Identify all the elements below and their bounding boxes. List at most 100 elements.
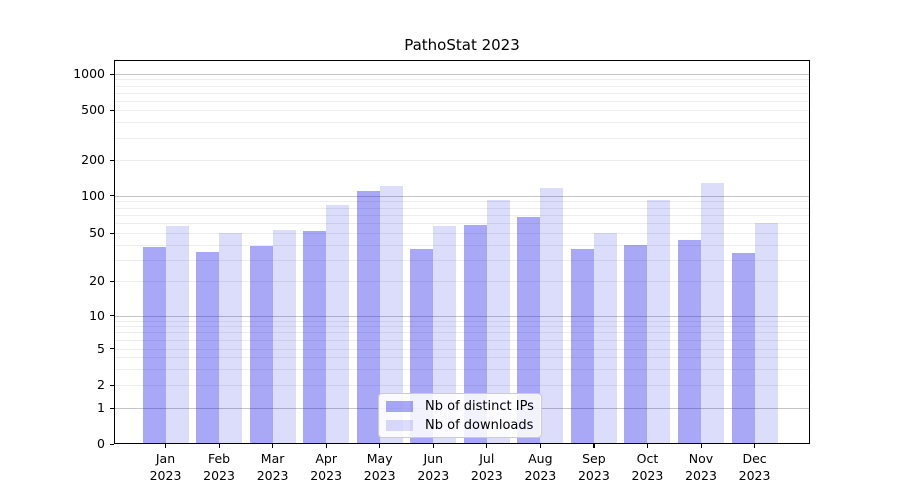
minor-gridline	[115, 160, 809, 161]
minor-gridline	[115, 233, 809, 234]
y-tick-label: 20	[89, 273, 105, 288]
plot-area	[114, 60, 810, 444]
y-tick-label: 0	[97, 436, 105, 451]
y-tick-mark	[110, 384, 114, 386]
x-tick-label: Feb 2023	[203, 451, 235, 483]
minor-gridline	[115, 207, 809, 209]
bar-downloads	[219, 233, 243, 443]
x-tick-label: Jan 2023	[149, 451, 182, 483]
y-tick-mark	[110, 232, 114, 234]
minor-gridline	[115, 79, 809, 81]
bar-distinct-ips	[142, 247, 166, 443]
y-tick-mark	[110, 195, 114, 197]
x-tick-mark	[165, 444, 167, 448]
bar-distinct-ips	[196, 251, 220, 443]
y-tick-label: 5	[97, 340, 105, 356]
major-gridline	[115, 74, 809, 75]
x-tick-mark	[646, 444, 649, 448]
minor-gridline	[115, 368, 809, 370]
x-tick-label: May 2023	[363, 451, 396, 483]
x-tick-mark	[754, 444, 756, 448]
bar-downloads	[647, 200, 671, 443]
major-gridline	[115, 195, 809, 197]
bar-downloads	[540, 187, 564, 443]
minor-gridline	[115, 214, 809, 216]
minor-gridline	[115, 110, 809, 111]
x-tick-label: Mar 2023	[256, 451, 289, 483]
x-tick-mark	[218, 444, 220, 448]
x-tick-label: Oct 2023	[631, 451, 664, 483]
y-tick-mark	[110, 109, 114, 111]
major-gridline	[115, 315, 809, 317]
minor-gridline	[115, 332, 809, 334]
x-tick-label: Aug 2023	[524, 451, 557, 483]
x-tick-label: Sep 2023	[577, 451, 610, 483]
minor-gridline	[115, 223, 809, 225]
minor-gridline	[115, 92, 809, 94]
x-tick-mark	[379, 444, 381, 448]
legend-swatch-downloads	[386, 419, 413, 431]
minor-gridline	[115, 281, 809, 282]
minor-gridline	[115, 326, 809, 328]
y-tick-mark	[110, 280, 114, 282]
bar-downloads	[379, 185, 403, 443]
bar-distinct-ips	[356, 191, 380, 443]
minor-gridline	[115, 259, 809, 261]
bar-distinct-ips	[570, 248, 594, 443]
bar-downloads	[486, 200, 510, 443]
legend: Nb of distinct IPs Nb of downloads	[378, 393, 542, 438]
y-tick-label: 1	[97, 400, 105, 415]
minor-gridline	[115, 137, 809, 139]
bar-downloads	[272, 229, 296, 443]
minor-gridline	[115, 122, 809, 124]
y-tick-label: 500	[81, 102, 105, 117]
bar-downloads	[593, 233, 617, 443]
x-tick-label: Apr 2023	[310, 451, 343, 483]
y-tick-label: 1000	[73, 66, 105, 81]
minor-gridline	[115, 100, 809, 102]
bar-downloads	[433, 225, 457, 443]
bar-distinct-ips	[678, 239, 701, 443]
x-tick-mark	[539, 444, 542, 448]
x-tick-mark	[593, 444, 595, 448]
legend-label: Nb of downloads	[425, 417, 534, 433]
x-tick-mark	[272, 444, 274, 448]
bar-downloads	[326, 204, 350, 443]
minor-gridline	[115, 320, 809, 322]
x-tick-label: Jul 2023	[470, 451, 503, 483]
y-tick-label: 2	[97, 377, 105, 392]
bar-downloads	[165, 225, 189, 443]
x-tick-label: Dec 2023	[738, 451, 771, 483]
x-tick-mark	[325, 444, 327, 448]
bar-distinct-ips	[463, 224, 487, 443]
minor-gridline	[115, 201, 809, 203]
y-tick-label: 10	[89, 307, 105, 323]
y-tick-mark	[110, 73, 114, 75]
legend-label: Nb of distinct IPs	[425, 398, 534, 414]
bar-distinct-ips	[249, 246, 273, 443]
chart-title: PathoStat 2023	[404, 36, 520, 54]
bar-distinct-ips	[517, 217, 541, 443]
x-tick-mark	[486, 444, 488, 448]
x-tick-label: Nov 2023	[685, 451, 717, 483]
bar-downloads	[701, 183, 724, 443]
x-tick-mark	[432, 444, 434, 448]
x-tick-mark	[700, 444, 702, 448]
x-tick-label: Jun 2023	[417, 451, 450, 483]
y-tick-mark	[110, 443, 114, 445]
y-tick-mark	[110, 159, 114, 161]
y-tick-label: 200	[81, 152, 105, 167]
bar-distinct-ips	[303, 230, 327, 443]
legend-item-distinct-ips: Nb of distinct IPs	[386, 399, 535, 414]
y-tick-label: 50	[89, 225, 105, 240]
legend-item-downloads: Nb of downloads	[386, 418, 535, 433]
y-tick-mark	[110, 407, 114, 409]
y-tick-label: 100	[81, 187, 105, 203]
minor-gridline	[115, 244, 809, 246]
bar-distinct-ips	[731, 253, 755, 443]
minor-gridline	[115, 357, 809, 359]
bar-downloads	[754, 223, 778, 443]
legend-swatch-distinct-ips	[386, 400, 413, 412]
minor-gridline	[115, 85, 809, 87]
